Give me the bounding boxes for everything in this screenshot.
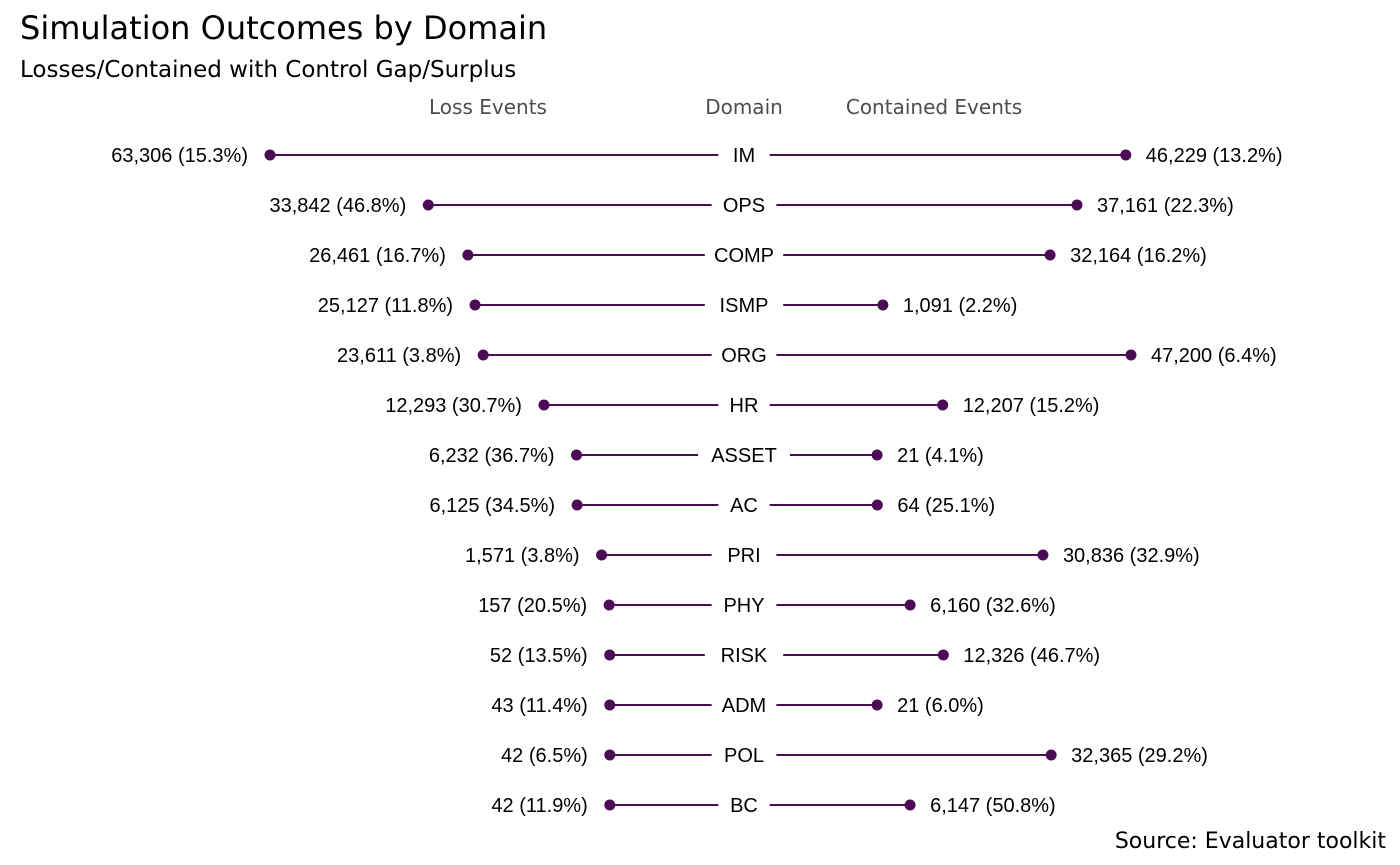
domain-label: PRI [727, 545, 760, 567]
row-ismp: ISMP 25,127 (11.8%) 1,091 (2.2%) [318, 295, 1018, 317]
chart-caption: Source: Evaluator toolkit [1114, 829, 1386, 854]
domain-label: RISK [721, 645, 768, 667]
contained-point [1071, 199, 1083, 211]
loss-point [604, 749, 616, 761]
domain-label: ORG [721, 345, 767, 367]
loss-point [596, 549, 608, 561]
contained-value-label: 37,161 (22.3%) [1097, 195, 1234, 217]
contained-value-label: 64 (25.1%) [897, 495, 995, 517]
loss-point [571, 449, 583, 461]
contained-point [904, 799, 916, 811]
loss-value-label: 33,842 (46.8%) [269, 195, 406, 217]
loss-point [462, 249, 474, 261]
row-org: ORG 23,611 (3.8%) 47,200 (6.4%) [337, 345, 1277, 367]
row-risk: RISK 52 (13.5%) 12,326 (46.7%) [490, 645, 1100, 667]
domain-label: OPS [723, 195, 765, 217]
contained-value-label: 21 (6.0%) [897, 695, 984, 717]
contained-point [877, 299, 889, 311]
contained-point [904, 599, 916, 611]
contained-point [871, 699, 883, 711]
loss-value-label: 157 (20.5%) [478, 595, 587, 617]
contained-point [1044, 249, 1056, 261]
contained-value-label: 32,164 (16.2%) [1070, 245, 1207, 267]
loss-point [571, 499, 583, 511]
chart-title: Simulation Outcomes by Domain [20, 9, 548, 47]
row-ac: AC 6,125 (34.5%) 64 (25.1%) [429, 495, 995, 517]
loss-point [469, 299, 481, 311]
contained-point [871, 499, 883, 511]
loss-value-label: 6,125 (34.5%) [429, 495, 555, 517]
loss-value-label: 25,127 (11.8%) [318, 295, 453, 317]
loss-point [264, 149, 276, 161]
loss-point [538, 399, 550, 411]
loss-value-label: 26,461 (16.7%) [309, 245, 446, 267]
loss-value-label: 42 (11.9%) [491, 795, 587, 817]
loss-point [604, 699, 616, 711]
domain-label: AC [730, 495, 758, 517]
contained-point [1125, 349, 1137, 361]
loss-point [603, 599, 615, 611]
row-im: IM 63,306 (15.3%) 46,229 (13.2%) [111, 145, 1282, 167]
loss-value-label: 6,232 (36.7%) [429, 445, 555, 467]
contained-value-label: 21 (4.1%) [897, 445, 984, 467]
contained-value-label: 46,229 (13.2%) [1146, 145, 1283, 167]
loss-point [477, 349, 489, 361]
contained-value-label: 32,365 (29.2%) [1071, 745, 1208, 767]
contained-value-label: 12,326 (46.7%) [963, 645, 1100, 667]
domain-label: PHY [723, 595, 764, 617]
domain-label: IM [733, 145, 755, 167]
row-phy: PHY 157 (20.5%) 6,160 (32.6%) [478, 595, 1056, 617]
domain-label: BC [730, 795, 758, 817]
contained-value-label: 12,207 (15.2%) [963, 395, 1100, 417]
domain-label: ISMP [720, 295, 769, 317]
contained-value-label: 6,160 (32.6%) [930, 595, 1056, 617]
contained-value-label: 6,147 (50.8%) [930, 795, 1056, 817]
chart-rows: IM 63,306 (15.3%) 46,229 (13.2%) OPS 33,842 … [111, 145, 1282, 817]
column-header-contained-events: Contained Events [846, 95, 1022, 119]
contained-value-label: 30,836 (32.9%) [1063, 545, 1200, 567]
row-asset: ASSET 6,232 (36.7%) 21 (4.1%) [429, 445, 984, 467]
row-bc: BC 42 (11.9%) 6,147 (50.8%) [491, 795, 1055, 817]
loss-value-label: 12,293 (30.7%) [385, 395, 522, 417]
loss-point [604, 799, 616, 811]
chart-subtitle: Losses/Contained with Control Gap/Surplu… [20, 57, 517, 83]
column-header-domain: Domain [705, 95, 783, 119]
domain-label: POL [724, 745, 764, 767]
contained-point [871, 449, 883, 461]
contained-value-label: 1,091 (2.2%) [903, 295, 1018, 317]
loss-value-label: 23,611 (3.8%) [337, 345, 461, 367]
loss-value-label: 52 (13.5%) [490, 645, 588, 667]
contained-point [1045, 749, 1057, 761]
contained-point [937, 649, 949, 661]
contained-point [937, 399, 949, 411]
loss-value-label: 42 (6.5%) [501, 745, 588, 767]
domain-label: ADM [722, 695, 766, 717]
row-pol: POL 42 (6.5%) 32,365 (29.2%) [501, 745, 1208, 767]
row-hr: HR 12,293 (30.7%) 12,207 (15.2%) [385, 395, 1099, 417]
contained-point [1037, 549, 1049, 561]
domain-label: ASSET [711, 445, 777, 467]
contained-point [1120, 149, 1132, 161]
column-header-loss-events: Loss Events [429, 95, 547, 119]
loss-value-label: 63,306 (15.3%) [111, 145, 248, 167]
domain-label: COMP [714, 245, 774, 267]
loss-point [604, 649, 616, 661]
contained-value-label: 47,200 (6.4%) [1151, 345, 1277, 367]
row-adm: ADM 43 (11.4%) 21 (6.0%) [491, 695, 983, 717]
row-pri: PRI 1,571 (3.8%) 30,836 (32.9%) [465, 545, 1200, 567]
loss-point [422, 199, 434, 211]
loss-value-label: 43 (11.4%) [491, 695, 587, 717]
row-comp: COMP 26,461 (16.7%) 32,164 (16.2%) [309, 245, 1207, 267]
domain-label: HR [730, 395, 759, 417]
loss-value-label: 1,571 (3.8%) [465, 545, 580, 567]
row-ops: OPS 33,842 (46.8%) 37,161 (22.3%) [269, 195, 1233, 217]
